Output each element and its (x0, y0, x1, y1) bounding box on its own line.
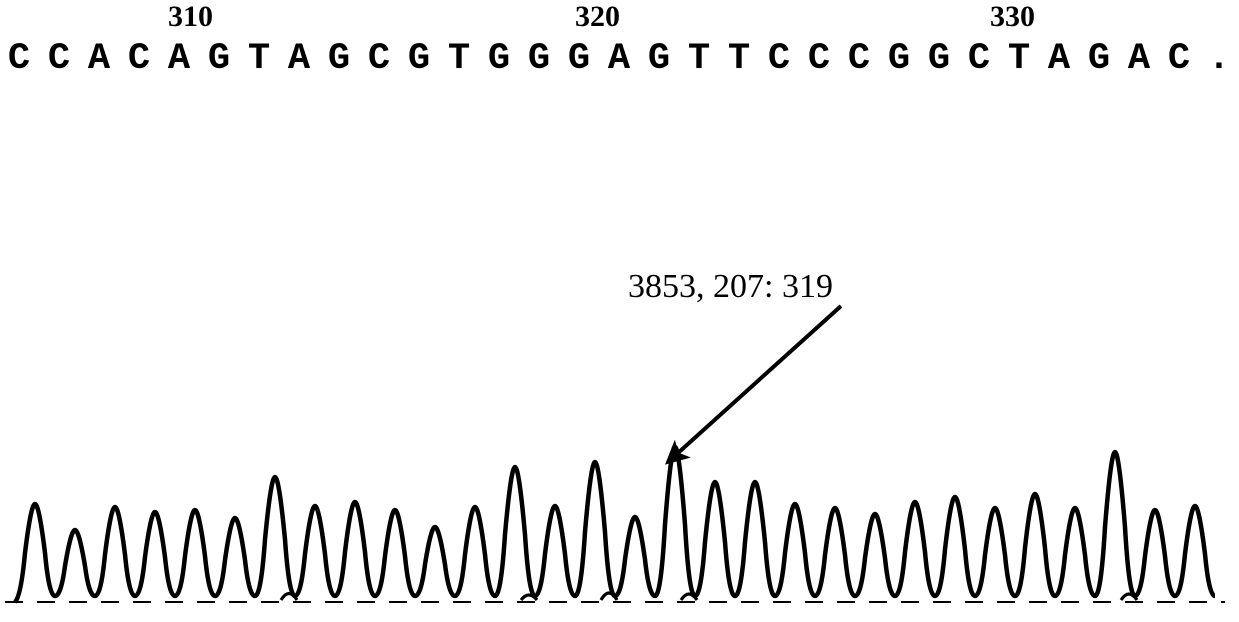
chromatogram-trace (0, 0, 1239, 622)
